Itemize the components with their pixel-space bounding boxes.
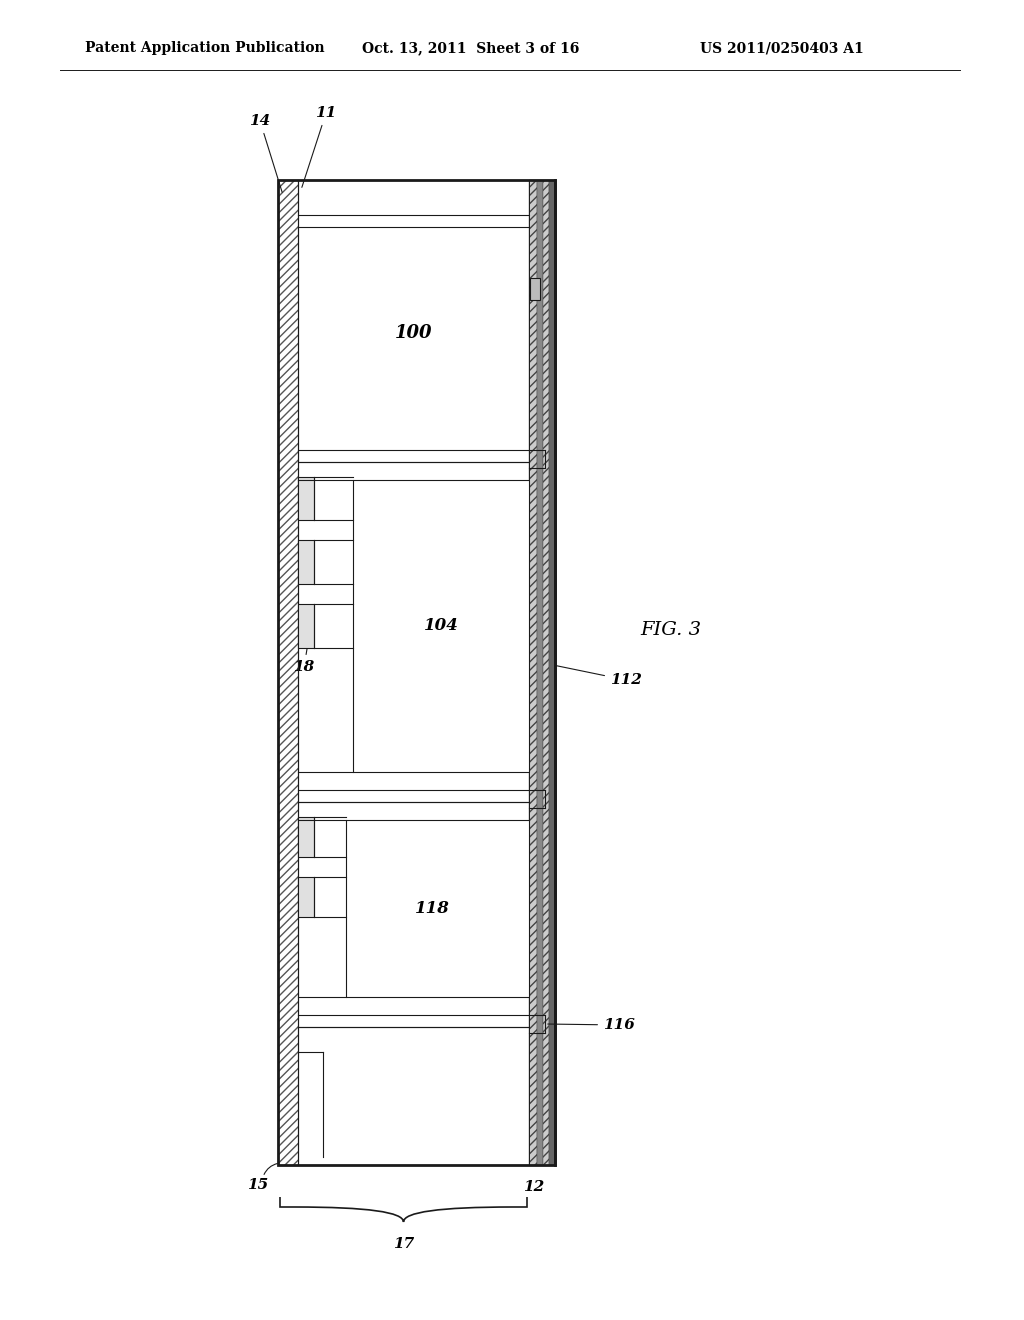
Bar — [298, 803, 529, 1015]
Bar — [298, 876, 314, 917]
Text: 14: 14 — [250, 114, 283, 193]
Bar — [298, 817, 314, 857]
Text: Oct. 13, 2011  Sheet 3 of 16: Oct. 13, 2011 Sheet 3 of 16 — [362, 41, 580, 55]
Bar — [298, 462, 529, 789]
Text: 112: 112 — [556, 665, 642, 686]
Bar — [298, 477, 314, 520]
Text: 118: 118 — [415, 900, 450, 917]
Bar — [298, 215, 529, 450]
Bar — [346, 820, 529, 997]
Text: 12: 12 — [523, 1180, 545, 1195]
Text: 116: 116 — [548, 1018, 635, 1032]
Bar — [529, 180, 537, 1166]
Text: FIG. 3: FIG. 3 — [640, 620, 701, 639]
Bar — [543, 180, 549, 1166]
Text: 18: 18 — [293, 610, 314, 675]
Bar — [278, 180, 298, 1166]
Text: 15: 15 — [248, 1177, 268, 1192]
Bar — [298, 1027, 529, 1166]
Bar — [278, 180, 298, 1166]
Bar — [549, 180, 555, 1166]
Bar — [537, 180, 543, 1166]
Bar — [298, 605, 314, 648]
Bar — [530, 279, 540, 300]
Bar — [278, 180, 555, 1166]
Bar — [298, 540, 314, 583]
Text: 17: 17 — [393, 1237, 414, 1251]
Text: 11: 11 — [302, 106, 337, 187]
Text: US 2011/0250403 A1: US 2011/0250403 A1 — [700, 41, 864, 55]
Text: 100: 100 — [394, 323, 432, 342]
Text: Patent Application Publication: Patent Application Publication — [85, 41, 325, 55]
Bar — [353, 480, 529, 772]
Text: 104: 104 — [424, 618, 459, 635]
